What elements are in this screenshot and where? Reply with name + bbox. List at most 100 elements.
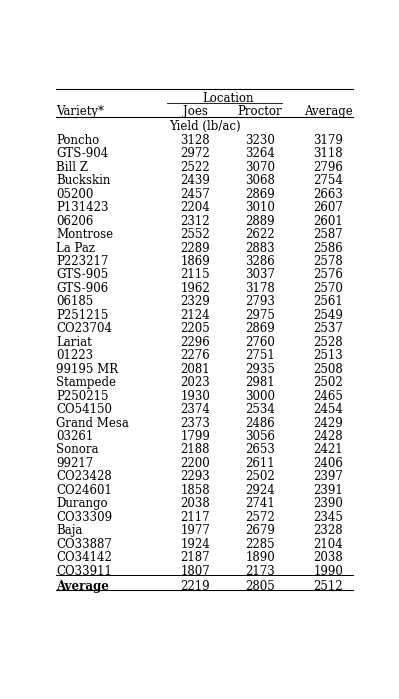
Text: 2760: 2760	[245, 336, 275, 349]
Text: 2390: 2390	[313, 497, 343, 510]
Text: 2607: 2607	[313, 201, 343, 214]
Text: 2805: 2805	[245, 580, 275, 593]
Text: P251215: P251215	[56, 309, 109, 322]
Text: Average: Average	[304, 105, 353, 118]
Text: 3286: 3286	[245, 255, 275, 268]
Text: 2312: 2312	[180, 215, 210, 228]
Text: 3000: 3000	[245, 389, 275, 403]
Text: 2793: 2793	[245, 296, 275, 308]
Text: Bill Z: Bill Z	[56, 161, 88, 174]
Text: 2586: 2586	[313, 242, 343, 254]
Text: 2889: 2889	[245, 215, 275, 228]
Text: 2508: 2508	[313, 363, 343, 375]
Text: 2373: 2373	[180, 417, 210, 429]
Text: 2549: 2549	[313, 309, 343, 322]
Text: 2457: 2457	[180, 188, 210, 201]
Text: P131423: P131423	[56, 201, 109, 214]
Text: 1869: 1869	[180, 255, 210, 268]
Text: 1990: 1990	[313, 565, 343, 577]
Text: 3179: 3179	[313, 134, 343, 147]
Text: 1930: 1930	[180, 389, 210, 403]
Text: 1890: 1890	[245, 551, 275, 564]
Text: 2285: 2285	[245, 538, 275, 551]
Text: 2561: 2561	[313, 296, 343, 308]
Text: CO33911: CO33911	[56, 565, 112, 577]
Text: Proctor: Proctor	[238, 105, 282, 118]
Text: 2981: 2981	[245, 376, 275, 389]
Text: Buckskin: Buckskin	[56, 174, 111, 187]
Text: CO34142: CO34142	[56, 551, 112, 564]
Text: 06185: 06185	[56, 296, 93, 308]
Text: Average: Average	[56, 580, 109, 593]
Text: Sonora: Sonora	[56, 443, 99, 456]
Text: 2038: 2038	[180, 497, 210, 510]
Text: 2502: 2502	[245, 470, 275, 483]
Text: CO23428: CO23428	[56, 470, 112, 483]
Text: Variety*: Variety*	[56, 105, 104, 118]
Text: 2293: 2293	[180, 470, 210, 483]
Text: 01223: 01223	[56, 350, 93, 362]
Text: 2663: 2663	[313, 188, 343, 201]
Text: 1799: 1799	[180, 430, 210, 443]
Text: 2219: 2219	[180, 580, 210, 593]
Text: Poncho: Poncho	[56, 134, 99, 147]
Text: GTS-906: GTS-906	[56, 282, 108, 295]
Text: 1924: 1924	[180, 538, 210, 551]
Text: 2289: 2289	[180, 242, 210, 254]
Text: 2653: 2653	[245, 443, 275, 456]
Text: CO23704: CO23704	[56, 322, 112, 336]
Text: GTS-905: GTS-905	[56, 268, 108, 282]
Text: 2972: 2972	[180, 147, 210, 160]
Text: GTS-904: GTS-904	[56, 147, 108, 160]
Text: 2296: 2296	[180, 336, 210, 349]
Text: 2081: 2081	[180, 363, 210, 375]
Text: Montrose: Montrose	[56, 228, 113, 241]
Text: 2276: 2276	[180, 350, 210, 362]
Text: 3264: 3264	[245, 147, 275, 160]
Text: 2124: 2124	[180, 309, 210, 322]
Text: 2570: 2570	[313, 282, 343, 295]
Text: 2329: 2329	[180, 296, 210, 308]
Text: 2512: 2512	[313, 580, 343, 593]
Text: 3178: 3178	[245, 282, 275, 295]
Text: 2345: 2345	[313, 511, 343, 524]
Text: Yield (lb/ac): Yield (lb/ac)	[169, 120, 240, 133]
Text: Baja: Baja	[56, 524, 83, 537]
Text: 2572: 2572	[245, 511, 275, 524]
Text: 2741: 2741	[245, 497, 275, 510]
Text: 2578: 2578	[313, 255, 343, 268]
Text: 2465: 2465	[313, 389, 343, 403]
Text: 3056: 3056	[245, 430, 275, 443]
Text: 2429: 2429	[313, 417, 343, 429]
Text: Location: Location	[202, 92, 253, 105]
Text: 2397: 2397	[313, 470, 343, 483]
Text: 2374: 2374	[180, 403, 210, 416]
Text: 1858: 1858	[180, 484, 210, 497]
Text: 2391: 2391	[313, 484, 343, 497]
Text: 2679: 2679	[245, 524, 275, 537]
Text: 2883: 2883	[245, 242, 275, 254]
Text: 1962: 1962	[180, 282, 210, 295]
Text: 3037: 3037	[245, 268, 275, 282]
Text: 2534: 2534	[245, 403, 275, 416]
Text: 2200: 2200	[180, 457, 210, 470]
Text: 2576: 2576	[313, 268, 343, 282]
Text: 2023: 2023	[180, 376, 210, 389]
Text: 2439: 2439	[180, 174, 210, 187]
Text: 2173: 2173	[245, 565, 275, 577]
Text: 2587: 2587	[313, 228, 343, 241]
Text: 2117: 2117	[180, 511, 210, 524]
Text: 2601: 2601	[313, 215, 343, 228]
Text: 2188: 2188	[180, 443, 210, 456]
Text: 2328: 2328	[313, 524, 343, 537]
Text: 1807: 1807	[180, 565, 210, 577]
Text: CO24601: CO24601	[56, 484, 112, 497]
Text: Durango: Durango	[56, 497, 108, 510]
Text: 3118: 3118	[313, 147, 343, 160]
Text: 2522: 2522	[180, 161, 210, 174]
Text: 2611: 2611	[245, 457, 275, 470]
Text: Joes: Joes	[183, 105, 207, 118]
Text: 3010: 3010	[245, 201, 275, 214]
Text: 2406: 2406	[313, 457, 343, 470]
Text: 2528: 2528	[313, 336, 343, 349]
